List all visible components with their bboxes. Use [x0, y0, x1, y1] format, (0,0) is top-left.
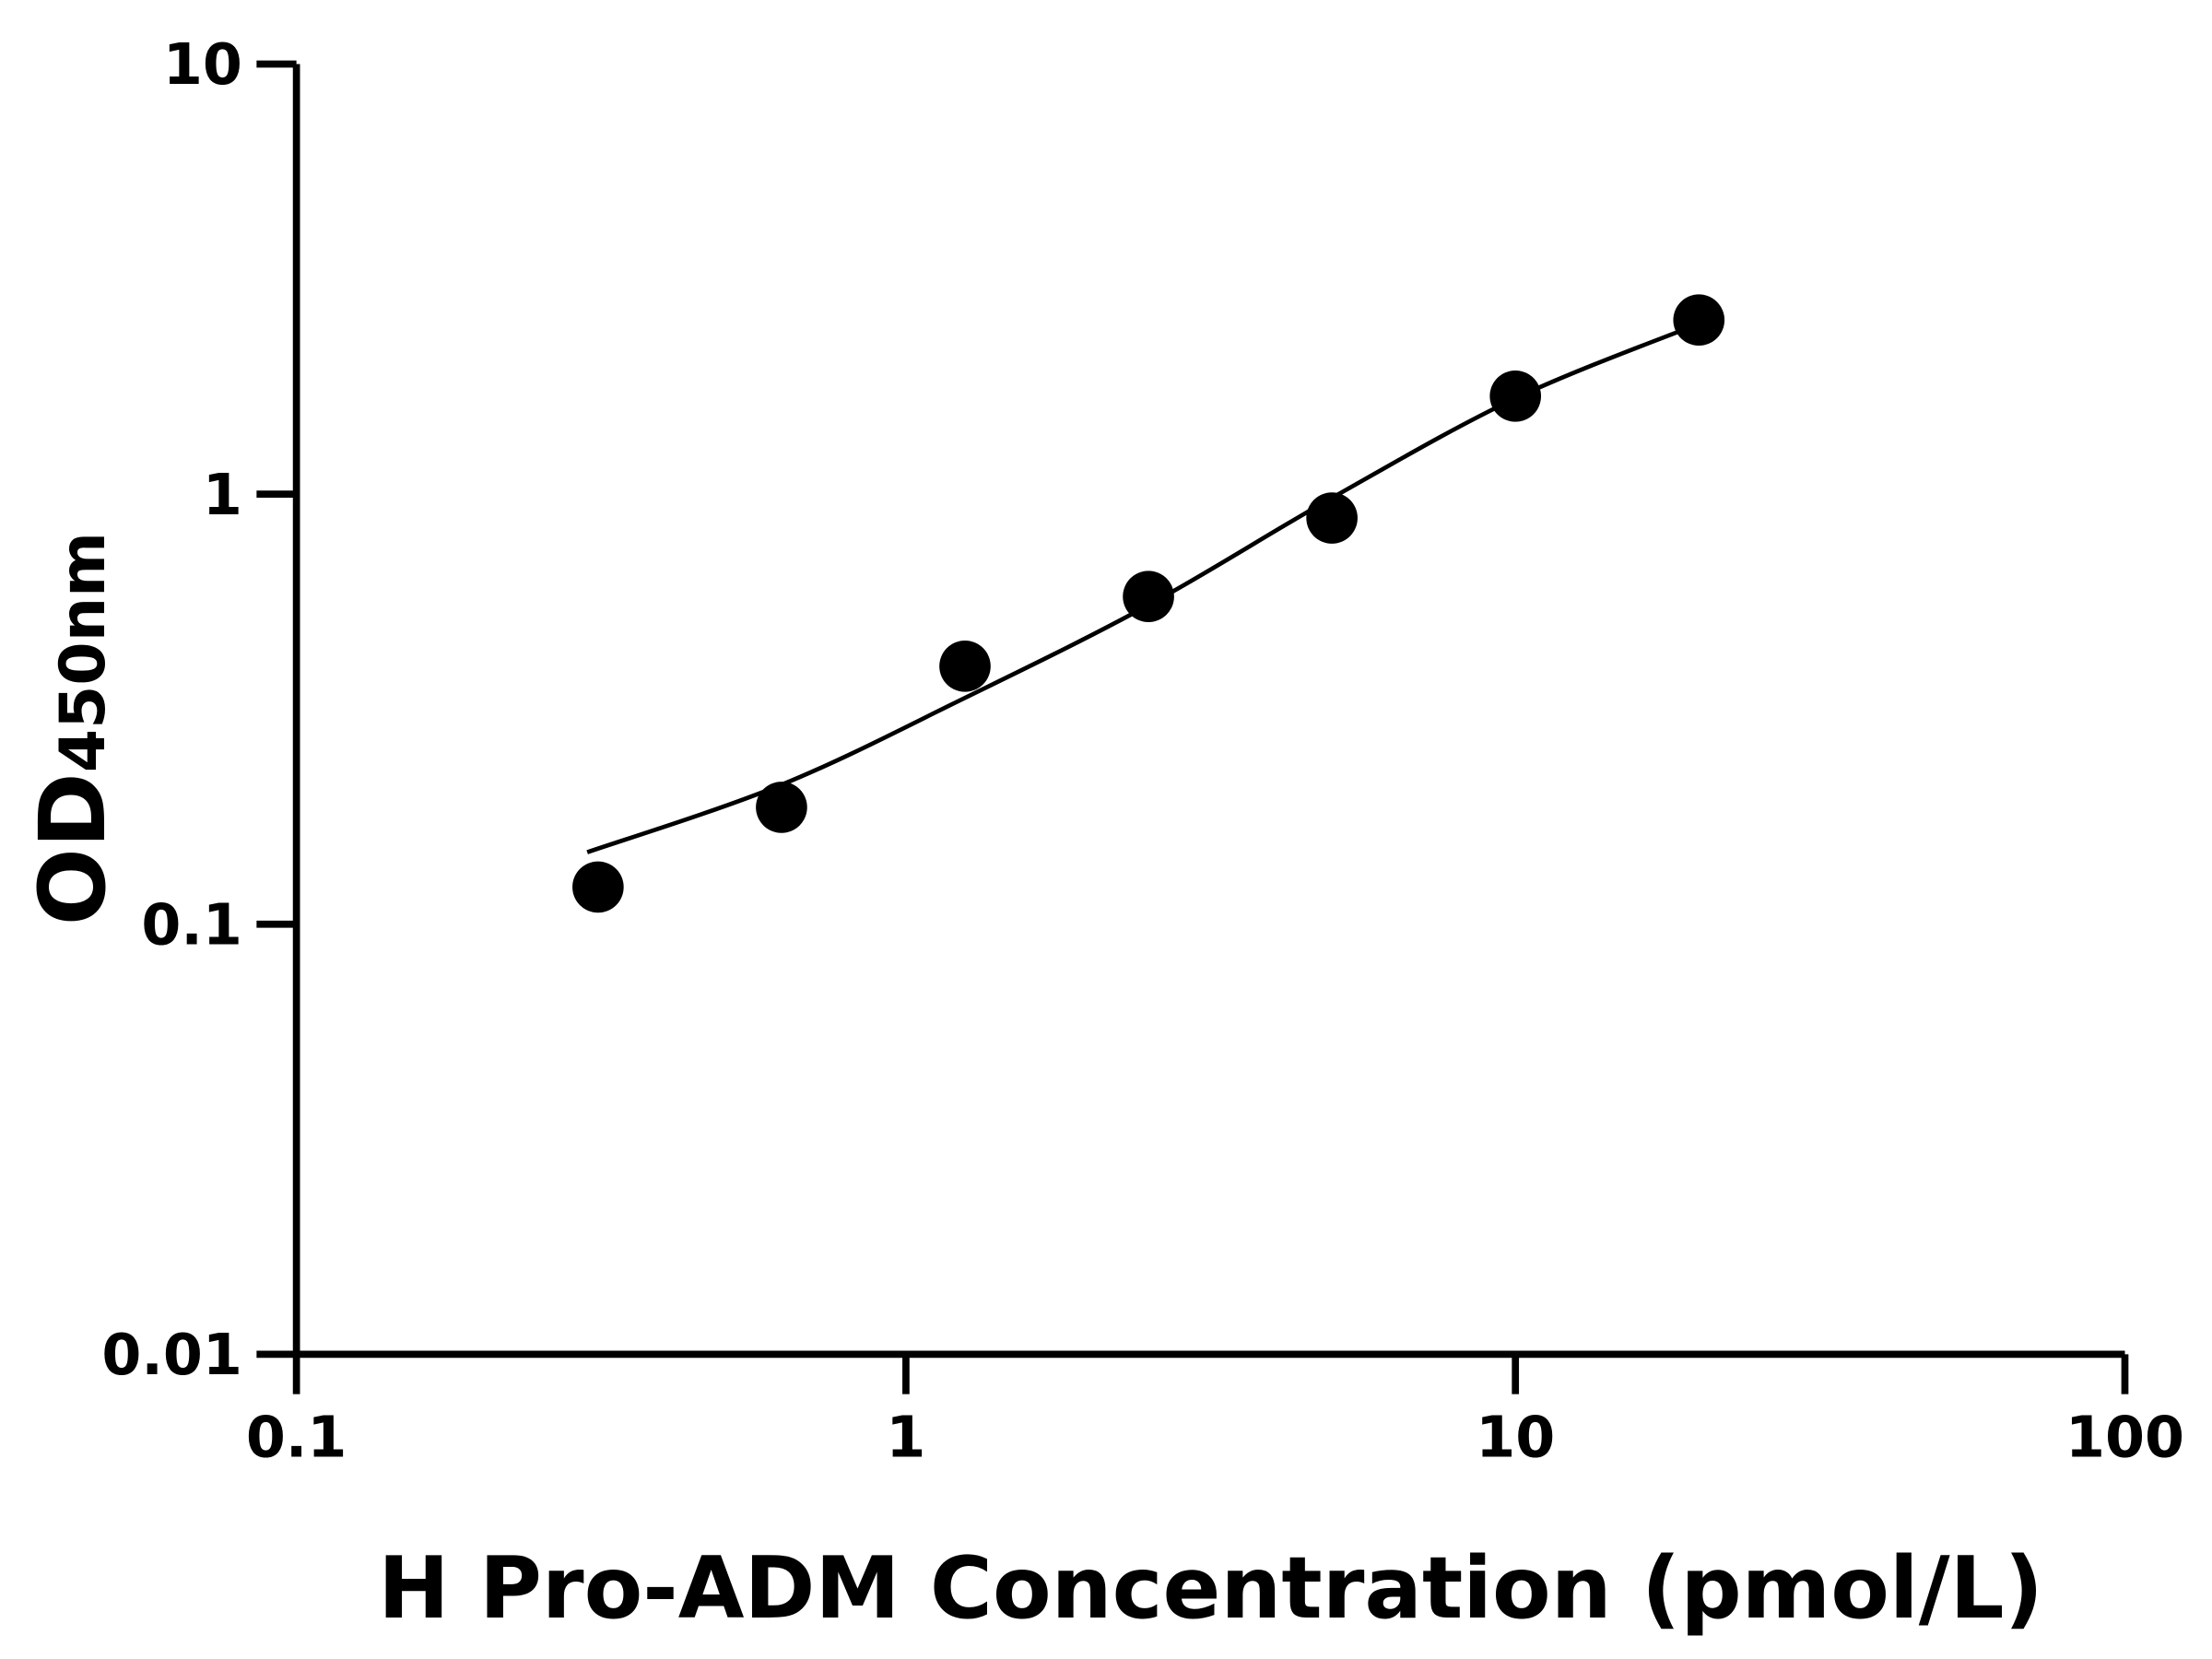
x-tick-label: 0.1 — [246, 1405, 347, 1471]
y-tick-label: 0.01 — [101, 1322, 241, 1388]
y-tick-label: 10 — [163, 31, 242, 98]
data-point — [939, 641, 991, 692]
x-axis-label: H Pro-ADM Concentration (pmol/L) — [378, 1538, 2043, 1638]
data-point — [1489, 370, 1542, 422]
y-axis-label-main: OD — [20, 772, 126, 925]
data-point — [756, 782, 807, 833]
x-tick-label: 1 — [886, 1405, 925, 1471]
y-tick-label: 0.1 — [141, 891, 241, 958]
x-tick-label: 100 — [2065, 1405, 2184, 1471]
data-point — [1306, 492, 1358, 544]
y-tick-label: 1 — [203, 462, 242, 528]
y-axis-label: OD450nm — [20, 532, 126, 925]
data-point — [1123, 571, 1174, 623]
y-axis-label-sub: 450nm — [47, 532, 120, 772]
data-point — [572, 861, 624, 913]
data-point — [1673, 294, 1725, 347]
x-tick-label: 10 — [1476, 1405, 1555, 1471]
data-points — [572, 294, 1725, 913]
axes — [256, 60, 2129, 1394]
svg-text:OD450nm: OD450nm — [20, 532, 126, 925]
